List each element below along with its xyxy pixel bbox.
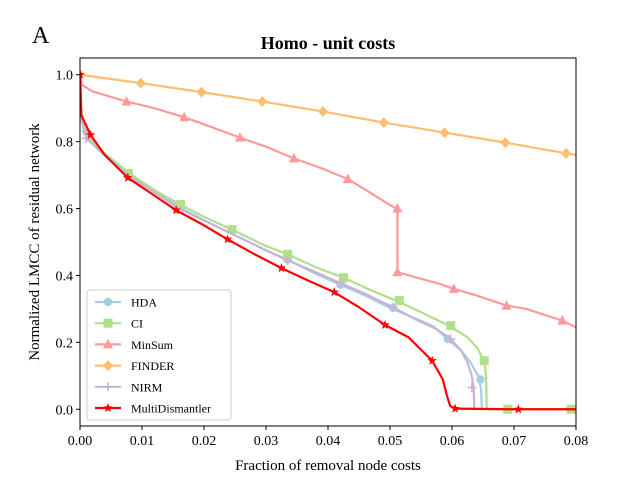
data-point-finder	[135, 77, 146, 89]
y-tick-label: 1.0	[56, 69, 74, 84]
x-tick-label: 0.05	[378, 434, 403, 449]
data-point-multidismantler	[222, 234, 233, 244]
data-point-hda	[476, 375, 485, 384]
series-line-nirm	[80, 74, 476, 410]
legend-marker	[103, 297, 113, 307]
legend-entry-finder: FINDER	[95, 359, 174, 373]
data-point-ci	[227, 225, 237, 235]
y-axis-label: Normalized LMCC of residual network	[27, 123, 43, 361]
data-point-minsum	[121, 95, 132, 106]
x-tick-label: 0.01	[130, 434, 155, 449]
legend-marker	[103, 338, 113, 349]
legend-marker	[103, 403, 113, 413]
data-point-multidismantler	[171, 205, 181, 215]
y-tick-label: 0.2	[56, 336, 74, 351]
data-point-finder	[318, 106, 329, 118]
data-point-minsum	[392, 266, 403, 277]
x-axis: 0.00 0.01 0.02 0.03 0.04 0.05 0.06 0.07 0.08	[68, 426, 589, 449]
data-point-nirm	[283, 255, 293, 265]
data-point-nirm	[81, 133, 91, 143]
data-point-ci	[283, 249, 293, 259]
series-finder	[80, 69, 576, 159]
data-point-ci	[446, 321, 456, 331]
x-tick-label: 0.07	[502, 434, 527, 449]
data-point-nirm	[467, 383, 477, 393]
data-point-multidismantler	[276, 263, 287, 273]
data-point-minsum	[288, 152, 299, 163]
x-tick-label: 0.03	[254, 434, 279, 449]
panel-label: A	[32, 23, 50, 49]
series-minsum	[80, 74, 576, 329]
legend-label: HDA	[131, 296, 157, 310]
data-point-multidismantler	[122, 172, 133, 182]
legend-marker	[103, 318, 113, 328]
data-point-minsum	[557, 315, 568, 325]
x-tick-label: 0.08	[564, 434, 589, 449]
y-axis: 0.0 0.2 0.4 0.6 0.8 1.0	[56, 69, 80, 418]
data-point-multidismantler	[380, 319, 390, 330]
legend-marker	[103, 360, 113, 372]
data-point-multidismantler	[80, 69, 85, 79]
series-multidismantler	[80, 69, 576, 414]
legend-entry-minsum: MinSum	[95, 338, 174, 352]
data-point-multidismantler	[85, 129, 96, 139]
legend-label: MinSum	[131, 338, 174, 352]
legend-entry-hda: HDA	[95, 296, 157, 310]
data-point-ci	[479, 356, 489, 366]
data-point-minsum	[342, 173, 353, 184]
legend: HDA CI MinSum FINDER NIRM MultiDismantler	[86, 289, 232, 421]
data-point-nirm	[446, 334, 456, 344]
series-line-multidismantler	[80, 74, 576, 411]
x-tick-label: 0.04	[316, 434, 341, 449]
data-point-minsum	[234, 132, 245, 142]
data-point-finder	[439, 127, 450, 139]
data-point-finder	[378, 117, 389, 129]
data-point-finder	[500, 137, 511, 149]
series-line-finder	[80, 73, 576, 157]
data-point-ci	[123, 168, 133, 178]
legend-label: MultiDismantler	[131, 402, 211, 416]
data-point-ci	[175, 200, 185, 210]
data-point-multidismantler	[427, 355, 437, 365]
legend-label: NIRM	[131, 380, 163, 394]
data-point-finder	[561, 147, 572, 159]
data-point-finder	[196, 86, 207, 98]
data-point-multidismantler	[513, 404, 524, 414]
data-point-minsum	[392, 203, 403, 213]
legend-marker	[103, 382, 113, 392]
chart-title: Homo - unit costs	[261, 33, 396, 53]
legend-box	[86, 289, 232, 421]
legend-entry-nirm: NIRM	[95, 380, 163, 394]
x-axis-label: Fraction of removal node costs	[235, 458, 421, 474]
data-point-multidismantler	[329, 287, 339, 297]
legend-entry-ci: CI	[95, 317, 143, 331]
data-point-minsum	[501, 300, 512, 310]
series-nirm	[80, 74, 477, 410]
data-point-minsum	[448, 283, 459, 293]
series-layer	[80, 69, 576, 414]
y-tick-label: 0.4	[56, 269, 74, 284]
data-point-minsum	[179, 111, 190, 122]
data-point-nirm	[335, 278, 345, 288]
y-tick-label: 0.8	[56, 136, 74, 151]
series-line-minsum	[80, 74, 576, 329]
legend-label: FINDER	[131, 359, 174, 373]
legend-entry-multidismantler: MultiDismantler	[95, 402, 211, 416]
data-point-nirm	[388, 302, 398, 312]
data-point-ci	[339, 273, 348, 283]
y-tick-label: 0.6	[56, 203, 74, 218]
x-tick-label: 0.02	[192, 434, 217, 449]
data-point-ci	[394, 296, 404, 306]
data-point-multidismantler	[450, 403, 460, 413]
x-tick-label: 0.06	[440, 434, 465, 449]
data-point-finder	[257, 95, 268, 107]
y-tick-label: 0.0	[56, 403, 74, 418]
x-tick-label: 0.00	[68, 434, 93, 449]
legend-label: CI	[131, 317, 143, 331]
